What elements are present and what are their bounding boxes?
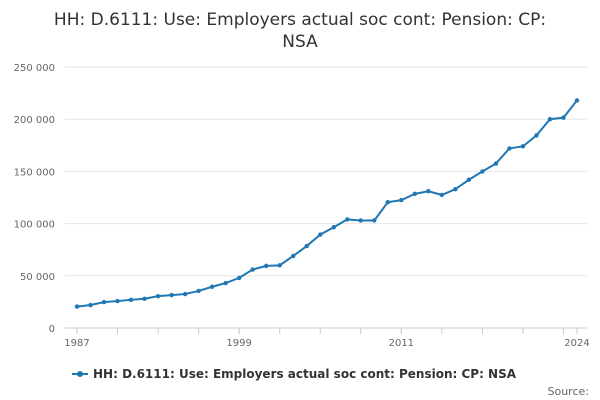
data-point[interactable]: [412, 191, 418, 197]
data-point[interactable]: [101, 299, 107, 305]
y-tick-label: 100 000: [14, 220, 55, 231]
data-point[interactable]: [345, 217, 350, 222]
data-point[interactable]: [358, 218, 363, 223]
data-point[interactable]: [561, 115, 566, 120]
data-point[interactable]: [263, 263, 269, 269]
x-tick-label: 2011: [389, 338, 414, 349]
data-point[interactable]: [277, 263, 282, 268]
data-point[interactable]: [574, 98, 580, 103]
data-point[interactable]: [466, 177, 472, 182]
data-point[interactable]: [291, 253, 296, 259]
x-tick-label: 1999: [226, 338, 251, 349]
series-points: [74, 98, 580, 309]
data-point[interactable]: [453, 186, 458, 192]
legend[interactable]: HH: D.6111: Use: Employers actual soc co…: [72, 367, 517, 381]
data-point[interactable]: [439, 192, 445, 198]
data-point[interactable]: [128, 297, 134, 303]
y-tick-label: 150 000: [14, 167, 55, 178]
data-point[interactable]: [426, 189, 431, 194]
y-axis-tick-labels: 0 50 000 100 000 150 000 200 000 250 000: [14, 63, 55, 335]
data-point[interactable]: [236, 275, 242, 281]
x-axis-tick-labels: 1987 1999 2011 2024: [64, 338, 589, 349]
data-point[interactable]: [399, 197, 404, 203]
data-point[interactable]: [547, 117, 553, 122]
chart-title-line-2: NSA: [282, 32, 318, 52]
data-point[interactable]: [493, 161, 499, 166]
data-point[interactable]: [88, 302, 93, 308]
data-point[interactable]: [115, 298, 120, 304]
data-point[interactable]: [209, 284, 215, 289]
data-point[interactable]: [318, 232, 323, 237]
chart-title-line-1: HH: D.6111: Use: Employers actual soc co…: [54, 10, 546, 30]
data-point[interactable]: [74, 304, 80, 309]
data-point[interactable]: [480, 169, 485, 174]
data-point[interactable]: [304, 243, 309, 249]
x-axis-ticks: [76, 328, 578, 334]
grid-lines: [65, 66, 587, 277]
source-label[interactable]: Source:: [548, 385, 590, 398]
y-tick-label: 50 000: [20, 272, 55, 283]
data-point[interactable]: [196, 288, 201, 294]
y-tick-label: 0: [49, 324, 55, 335]
legend-label: HH: D.6111: Use: Employers actual soc co…: [93, 367, 517, 381]
data-point[interactable]: [169, 292, 174, 298]
data-point[interactable]: [520, 144, 526, 149]
data-point[interactable]: [372, 218, 377, 223]
data-point[interactable]: [507, 146, 512, 151]
series-line: [76, 99, 578, 308]
x-tick-label: 2024: [564, 338, 589, 349]
x-tick-label: 1987: [64, 338, 89, 349]
data-point[interactable]: [250, 267, 255, 272]
data-point[interactable]: [385, 199, 391, 205]
y-tick-label: 200 000: [14, 115, 55, 126]
legend-marker-icon: [77, 371, 83, 377]
y-tick-label: 250 000: [14, 63, 55, 74]
data-point[interactable]: [142, 296, 147, 301]
data-point[interactable]: [182, 291, 188, 297]
data-point[interactable]: [223, 280, 228, 286]
data-point[interactable]: [155, 293, 161, 299]
series-group: [74, 98, 580, 309]
data-point[interactable]: [534, 133, 539, 138]
data-point[interactable]: [331, 225, 336, 230]
